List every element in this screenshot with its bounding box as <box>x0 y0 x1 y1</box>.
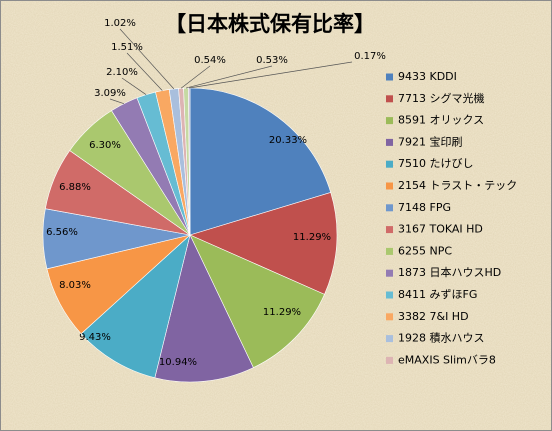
legend-swatch <box>386 160 393 168</box>
data-label: 1.51% <box>111 42 143 53</box>
legend-swatch <box>386 269 393 277</box>
data-label: 6.56% <box>46 227 78 238</box>
legend-label: 1873 日本ハウスHD <box>398 265 501 279</box>
pie-slice <box>189 234 325 369</box>
legend-swatch <box>386 356 393 364</box>
legend-label: 7921 宝印刷 <box>398 134 463 148</box>
pie-slice <box>189 192 338 295</box>
legend-swatch <box>386 335 393 343</box>
chart-title: 【日本株式保有比率】 <box>165 12 375 36</box>
leader-line <box>126 52 163 91</box>
pie-slice <box>189 87 332 236</box>
legend-label: 8591 オリックス <box>398 114 484 127</box>
legend-swatch <box>386 291 393 299</box>
pie-slice <box>154 234 254 383</box>
legend-label: 3167 TOKAI HD <box>398 223 483 236</box>
legend-label: 7148 FPG <box>398 201 451 214</box>
legend-label: 2154 トラスト・テック <box>398 179 517 192</box>
leader-line <box>180 65 211 89</box>
legend-label: 1928 積水ハウス <box>398 331 485 345</box>
data-label: 6.88% <box>59 182 91 193</box>
pie-slice <box>80 234 191 379</box>
data-label: 11.29% <box>263 307 301 318</box>
data-label: 8.03% <box>59 280 91 291</box>
data-label: 0.53% <box>256 55 288 66</box>
legend-swatch <box>386 95 393 103</box>
pie: 20.33% 11.29% 11.29% 10.94% 9.43% 8.03% 6.56% 6… <box>42 18 386 383</box>
data-label: 10.94% <box>159 357 197 368</box>
legend-label: 8411 みずほFG <box>398 288 477 301</box>
leader-line <box>121 77 147 95</box>
legend: 9433 KDDI 7713 シグマ光機 8591 オリックス 7921 宝印刷 751… <box>386 70 517 366</box>
legend-swatch <box>386 247 393 255</box>
leader-line <box>119 28 175 90</box>
legend-label: 7510 たけびし <box>398 157 474 170</box>
data-label: 11.29% <box>293 232 331 243</box>
data-label: 20.33% <box>269 135 307 146</box>
legend-label: 7713 シグマ光機 <box>398 91 485 105</box>
leader-line <box>189 61 353 89</box>
leader-line <box>109 98 125 104</box>
legend-swatch <box>386 226 393 234</box>
legend-swatch <box>386 138 393 146</box>
legend-swatch <box>386 117 393 125</box>
data-label: 9.43% <box>79 332 111 343</box>
leader-line <box>185 65 273 89</box>
legend-label: eMAXIS Slimバラ8 <box>398 353 496 366</box>
legend-swatch <box>386 313 393 321</box>
data-label: 6.30% <box>89 140 121 151</box>
legend-swatch <box>386 73 393 81</box>
legend-label: 6255 NPC <box>398 244 452 257</box>
legend-swatch <box>386 204 393 212</box>
data-label: 0.54% <box>194 55 226 66</box>
legend-label: 3382 7&I HD <box>398 310 469 323</box>
data-label: 1.02% <box>104 18 136 29</box>
data-label: 0.17% <box>354 51 386 62</box>
data-label: 2.10% <box>106 67 138 78</box>
data-label: 3.09% <box>94 88 126 99</box>
legend-label: 9433 KDDI <box>398 70 457 83</box>
legend-swatch <box>386 182 393 190</box>
